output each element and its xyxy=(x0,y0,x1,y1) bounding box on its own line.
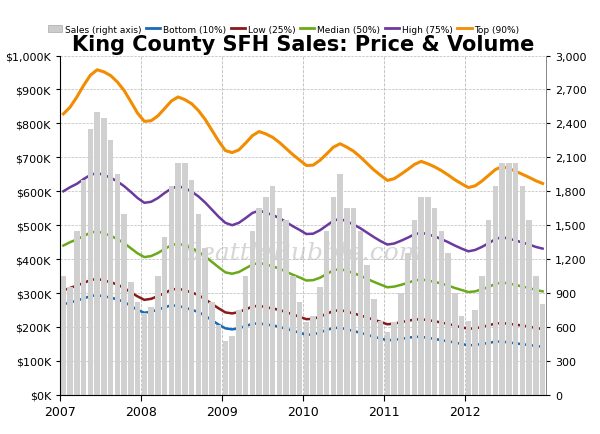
Bar xyxy=(445,254,451,395)
Bar xyxy=(202,248,208,395)
Bar xyxy=(317,288,323,395)
Bar xyxy=(310,316,316,395)
Bar xyxy=(101,118,107,395)
Bar xyxy=(223,341,228,395)
Bar xyxy=(61,276,66,395)
Bar xyxy=(391,323,397,395)
Bar xyxy=(513,164,518,395)
Bar xyxy=(128,282,134,395)
Bar xyxy=(459,316,464,395)
Title: King County SFH Sales: Price & Volume: King County SFH Sales: Price & Volume xyxy=(72,35,534,55)
Bar xyxy=(263,197,269,395)
Bar xyxy=(250,231,255,395)
Bar xyxy=(344,209,350,395)
Bar xyxy=(526,220,532,395)
Bar xyxy=(439,231,444,395)
Bar xyxy=(412,220,417,395)
Bar xyxy=(364,265,370,395)
Bar xyxy=(351,209,356,395)
Bar xyxy=(189,181,194,395)
Bar xyxy=(378,322,383,395)
Bar xyxy=(135,302,140,395)
Bar xyxy=(283,220,289,395)
Bar xyxy=(270,186,275,395)
Bar xyxy=(304,323,309,395)
Text: SeattleBubble.com: SeattleBubble.com xyxy=(183,241,423,264)
Bar xyxy=(479,276,485,395)
Bar xyxy=(425,197,431,395)
Bar xyxy=(385,332,390,395)
Bar xyxy=(216,325,221,395)
Bar xyxy=(466,322,471,395)
Bar xyxy=(398,293,404,395)
Bar xyxy=(337,175,343,395)
Bar xyxy=(74,231,80,395)
Bar xyxy=(540,305,545,395)
Bar xyxy=(290,276,296,395)
Bar xyxy=(432,209,437,395)
Bar xyxy=(175,164,181,395)
Bar xyxy=(169,186,174,395)
Bar xyxy=(209,302,215,395)
Bar xyxy=(88,130,93,395)
Bar xyxy=(196,214,201,395)
Bar xyxy=(142,314,147,395)
Bar xyxy=(81,181,86,395)
Bar xyxy=(297,302,302,395)
Bar xyxy=(358,231,363,395)
Bar xyxy=(256,209,262,395)
Bar xyxy=(472,310,478,395)
Bar xyxy=(115,175,120,395)
Bar xyxy=(493,186,498,395)
Bar xyxy=(121,214,127,395)
Bar xyxy=(243,276,248,395)
Bar xyxy=(155,276,161,395)
Bar xyxy=(94,113,100,395)
Bar xyxy=(418,197,424,395)
Bar xyxy=(229,336,235,395)
Bar xyxy=(148,307,154,395)
Bar xyxy=(506,164,512,395)
Bar xyxy=(182,164,188,395)
Bar xyxy=(371,299,377,395)
Bar xyxy=(324,231,329,395)
Bar xyxy=(162,237,167,395)
Bar xyxy=(486,220,491,395)
Bar xyxy=(277,209,282,395)
Bar xyxy=(520,186,525,395)
Bar xyxy=(331,197,336,395)
Bar xyxy=(452,293,458,395)
Bar xyxy=(236,310,242,395)
Legend: Sales (right axis), Bottom (10%), Low (25%), Median (50%), High (75%), Top (90%): Sales (right axis), Bottom (10%), Low (2… xyxy=(44,22,523,38)
Bar xyxy=(67,288,73,395)
Bar xyxy=(405,254,410,395)
Bar xyxy=(533,276,539,395)
Bar xyxy=(108,141,113,395)
Bar xyxy=(499,164,505,395)
